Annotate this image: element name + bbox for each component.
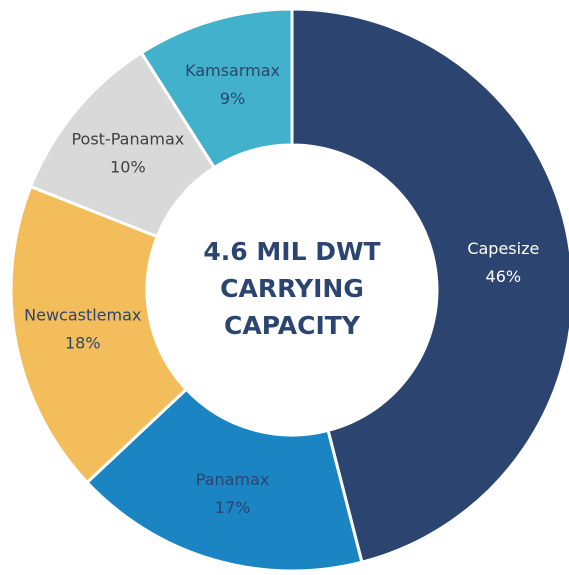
- slice-label: Post-Panamax: [71, 130, 184, 149]
- slice-value-label: 46%: [486, 267, 522, 286]
- slice: [290, 7, 569, 565]
- slice: [85, 387, 364, 573]
- slice-label: Panamax: [196, 470, 270, 489]
- center-label: 4.6 MIL DWT: [203, 237, 380, 266]
- slice-label: Capesize: [467, 239, 539, 258]
- slice-label: Kamsarmax: [185, 61, 280, 80]
- slice: [139, 7, 294, 170]
- center-label: CAPACITY: [224, 311, 361, 340]
- slice-label: Newcastlemax: [24, 305, 141, 324]
- slice: [9, 184, 189, 485]
- center-label: CARRYING: [220, 274, 364, 303]
- slice-value-label: 17%: [215, 498, 251, 517]
- slice-value-label: 18%: [65, 333, 101, 352]
- slice-value-label: 9%: [220, 89, 245, 108]
- slice-value-label: 10%: [110, 158, 146, 177]
